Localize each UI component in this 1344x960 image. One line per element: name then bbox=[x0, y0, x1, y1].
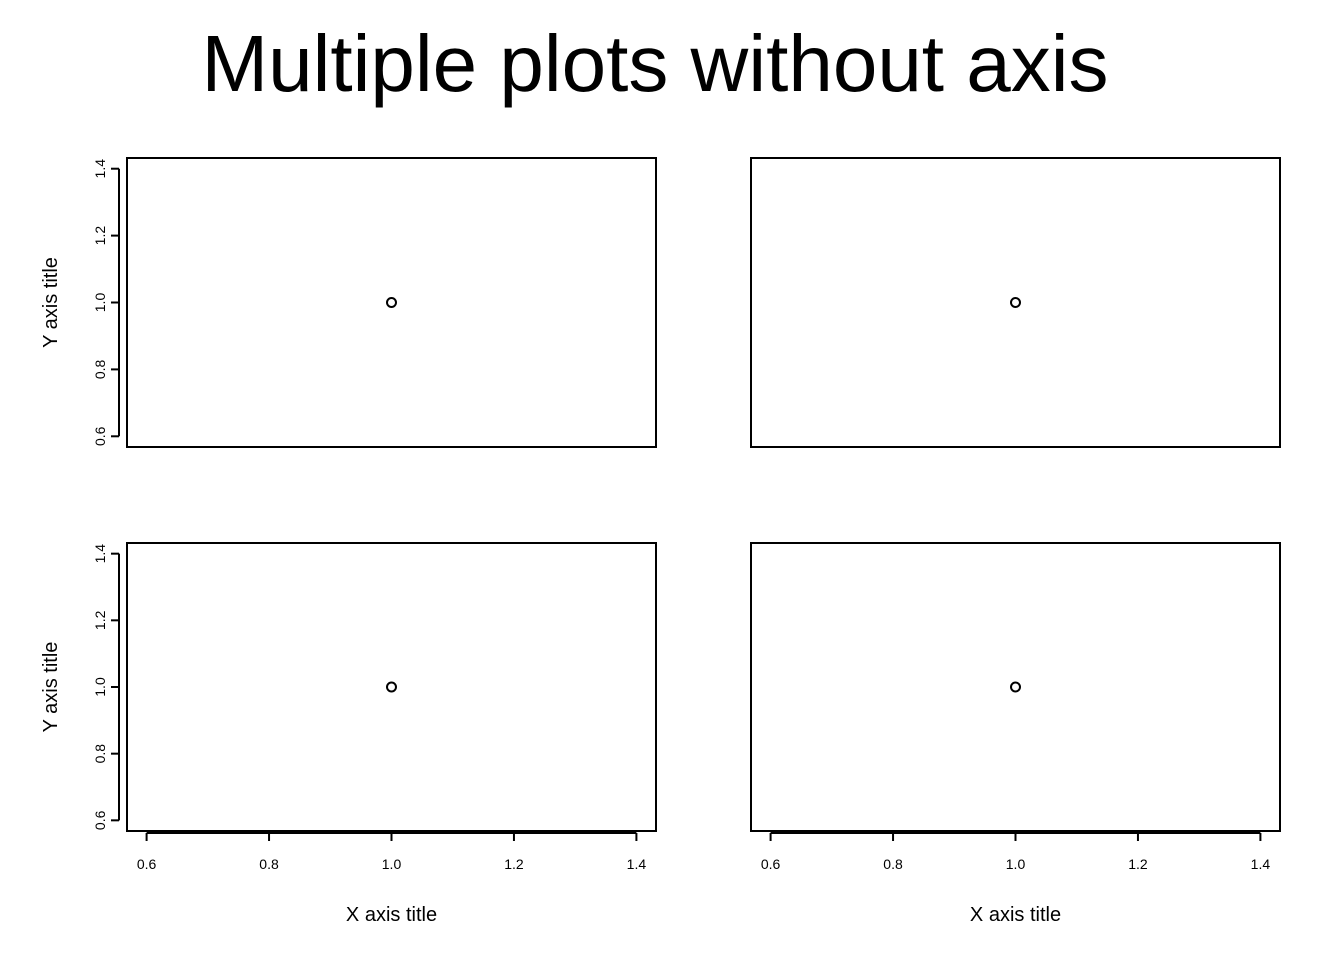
plot-frame bbox=[126, 157, 657, 448]
x-tick-label: 1.4 bbox=[627, 856, 647, 872]
y-tick-label: 0.8 bbox=[92, 744, 108, 764]
y-axis-title: Y axis title bbox=[40, 257, 62, 348]
x-axis-title: X axis title bbox=[970, 904, 1061, 926]
y-tick-label: 0.6 bbox=[92, 426, 108, 446]
plot-panel-top-right bbox=[750, 157, 1281, 448]
data-point bbox=[386, 297, 397, 308]
plot-panel-top-left: 0.6 0.8 1.0 1.2 1.4 Y axis title bbox=[40, 157, 657, 448]
y-tick-label: 0.8 bbox=[92, 359, 108, 379]
y-tick-label: 1.0 bbox=[92, 293, 108, 313]
figure-title: Multiple plots without axis bbox=[201, 19, 1108, 108]
x-tick-label: 1.0 bbox=[382, 856, 402, 872]
x-tick-label: 1.2 bbox=[504, 856, 524, 872]
data-point bbox=[1010, 297, 1021, 308]
x-tick-label: 0.8 bbox=[883, 856, 903, 872]
plot-panel-bottom-left: 0.6 0.8 1.0 1.2 1.4 Y axis title 0.6 0.8 1.0 1.2 1… bbox=[40, 542, 657, 926]
x-tick-label: 1.0 bbox=[1006, 856, 1026, 872]
data-point bbox=[1010, 681, 1021, 693]
x-axis-title: X axis title bbox=[346, 904, 437, 926]
y-tick-label: 1.4 bbox=[92, 544, 108, 564]
x-tick-label: 0.8 bbox=[259, 856, 279, 872]
plot-panels: 0.6 0.8 1.0 1.2 1.4 Y axis title 0.6 0.8 1.0 1.2 1… bbox=[40, 157, 1281, 926]
plot-frame bbox=[750, 157, 1281, 448]
y-tick-label: 1.0 bbox=[92, 677, 108, 697]
y-axis-title: Y axis title bbox=[40, 642, 62, 733]
plot-frame bbox=[750, 542, 1281, 832]
y-tick-label: 1.2 bbox=[92, 226, 108, 246]
y-tick-label: 1.2 bbox=[92, 610, 108, 630]
y-tick-label: 0.6 bbox=[92, 810, 108, 830]
plot-frame bbox=[126, 542, 657, 832]
y-tick-label: 1.4 bbox=[92, 159, 108, 179]
x-tick-label: 1.4 bbox=[1251, 856, 1271, 872]
x-tick-label: 0.6 bbox=[761, 856, 781, 872]
x-tick-label: 0.6 bbox=[137, 856, 157, 872]
data-point bbox=[386, 681, 397, 693]
x-tick-label: 1.2 bbox=[1128, 856, 1148, 872]
plot-panel-bottom-right: 0.6 0.8 1.0 1.2 1.4 X axis title bbox=[750, 542, 1281, 926]
